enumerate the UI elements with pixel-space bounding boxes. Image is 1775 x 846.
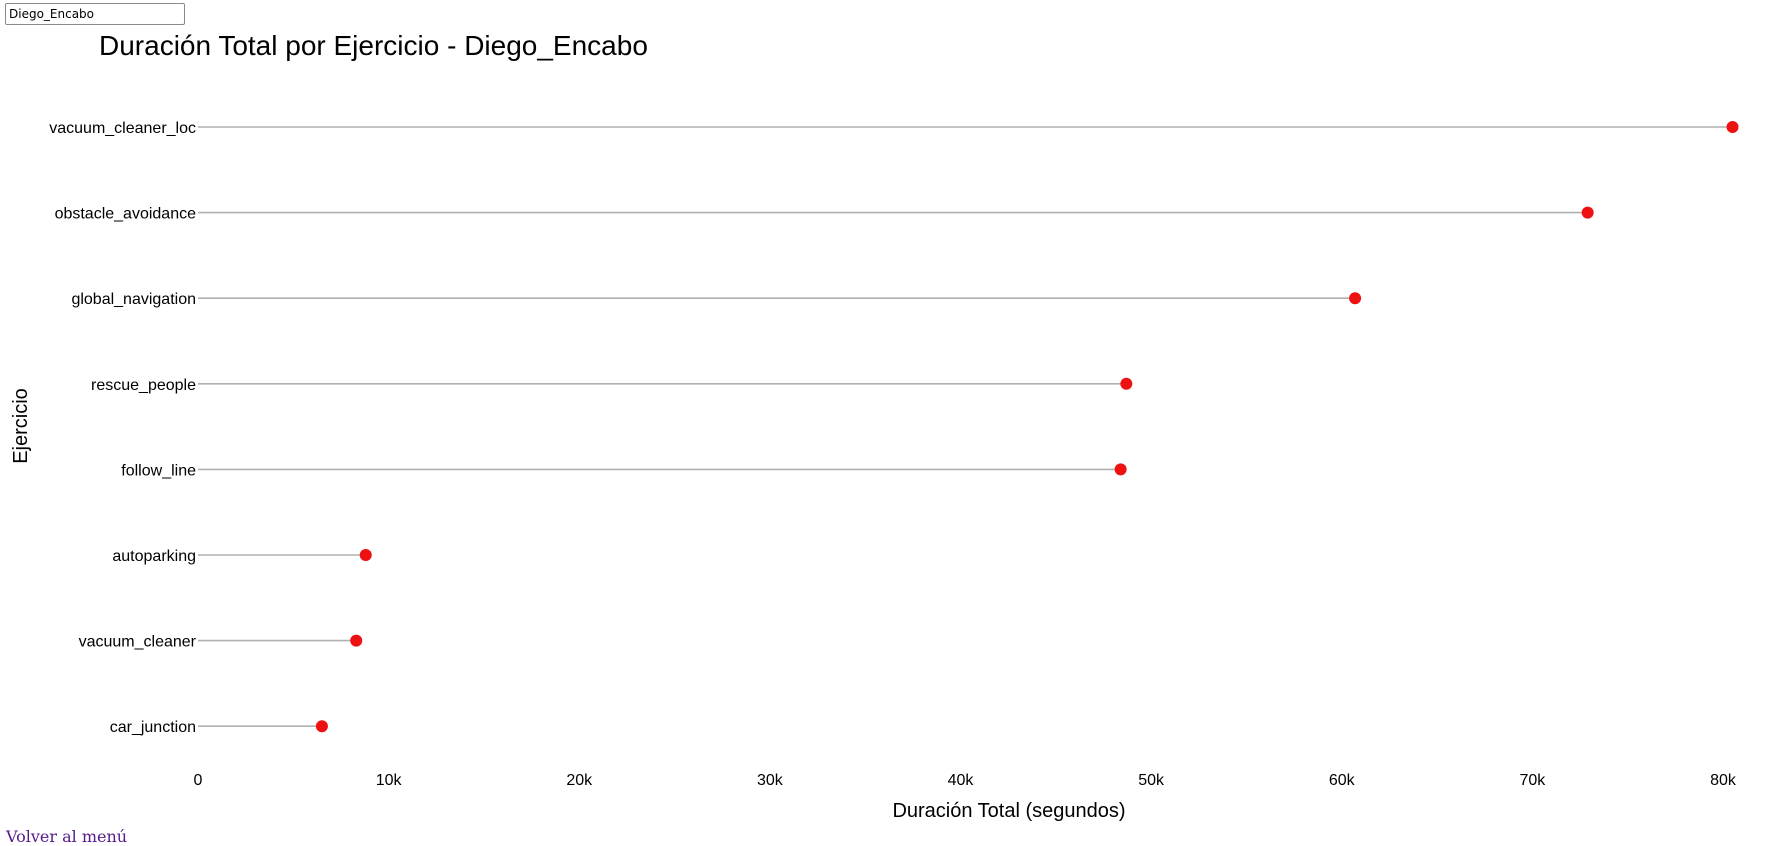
y-tick-label: vacuum_cleaner_loc bbox=[49, 120, 196, 137]
user-input[interactable] bbox=[5, 3, 185, 25]
y-tick-label: rescue_people bbox=[91, 377, 196, 394]
x-tick-label: 70k bbox=[1519, 772, 1546, 789]
x-tick-label: 80k bbox=[1710, 772, 1737, 789]
lollipop-point bbox=[1581, 206, 1594, 219]
y-tick-label: obstacle_avoidance bbox=[55, 206, 197, 223]
lollipop-point bbox=[1120, 377, 1133, 390]
lollipop-point bbox=[350, 634, 363, 647]
x-tick-label: 40k bbox=[948, 772, 975, 789]
chart-title: Duración Total por Ejercicio - Diego_Enc… bbox=[99, 30, 648, 61]
y-tick-label: vacuum_cleaner bbox=[79, 634, 197, 651]
x-tick-label: 30k bbox=[757, 772, 784, 789]
y-axis-label: Ejercicio bbox=[10, 388, 32, 464]
x-axis-label: Duración Total (segundos) bbox=[892, 800, 1125, 822]
lollipop-point bbox=[1114, 463, 1127, 476]
back-to-menu-link[interactable]: Volver al menú bbox=[6, 827, 128, 846]
y-tick-label: global_navigation bbox=[71, 291, 196, 308]
plot-area: vacuum_cleaner_loc obstacle_avoidanceglob… bbox=[49, 120, 1739, 789]
x-tick-label: 20k bbox=[566, 772, 593, 789]
lollipop-point bbox=[359, 549, 372, 561]
x-tick-label: 10k bbox=[376, 772, 403, 789]
lollipop-point bbox=[1349, 292, 1362, 305]
x-tick-label: 60k bbox=[1329, 772, 1356, 789]
x-tick-label: 0 bbox=[194, 772, 203, 789]
y-tick-label: car_junction bbox=[110, 719, 196, 736]
y-tick-label: follow_line bbox=[121, 462, 196, 479]
x-tick-label: 50k bbox=[1138, 772, 1165, 789]
lollipop-point bbox=[1726, 121, 1739, 133]
lollipop-point bbox=[315, 720, 328, 733]
y-tick-label: autoparking bbox=[112, 548, 196, 565]
